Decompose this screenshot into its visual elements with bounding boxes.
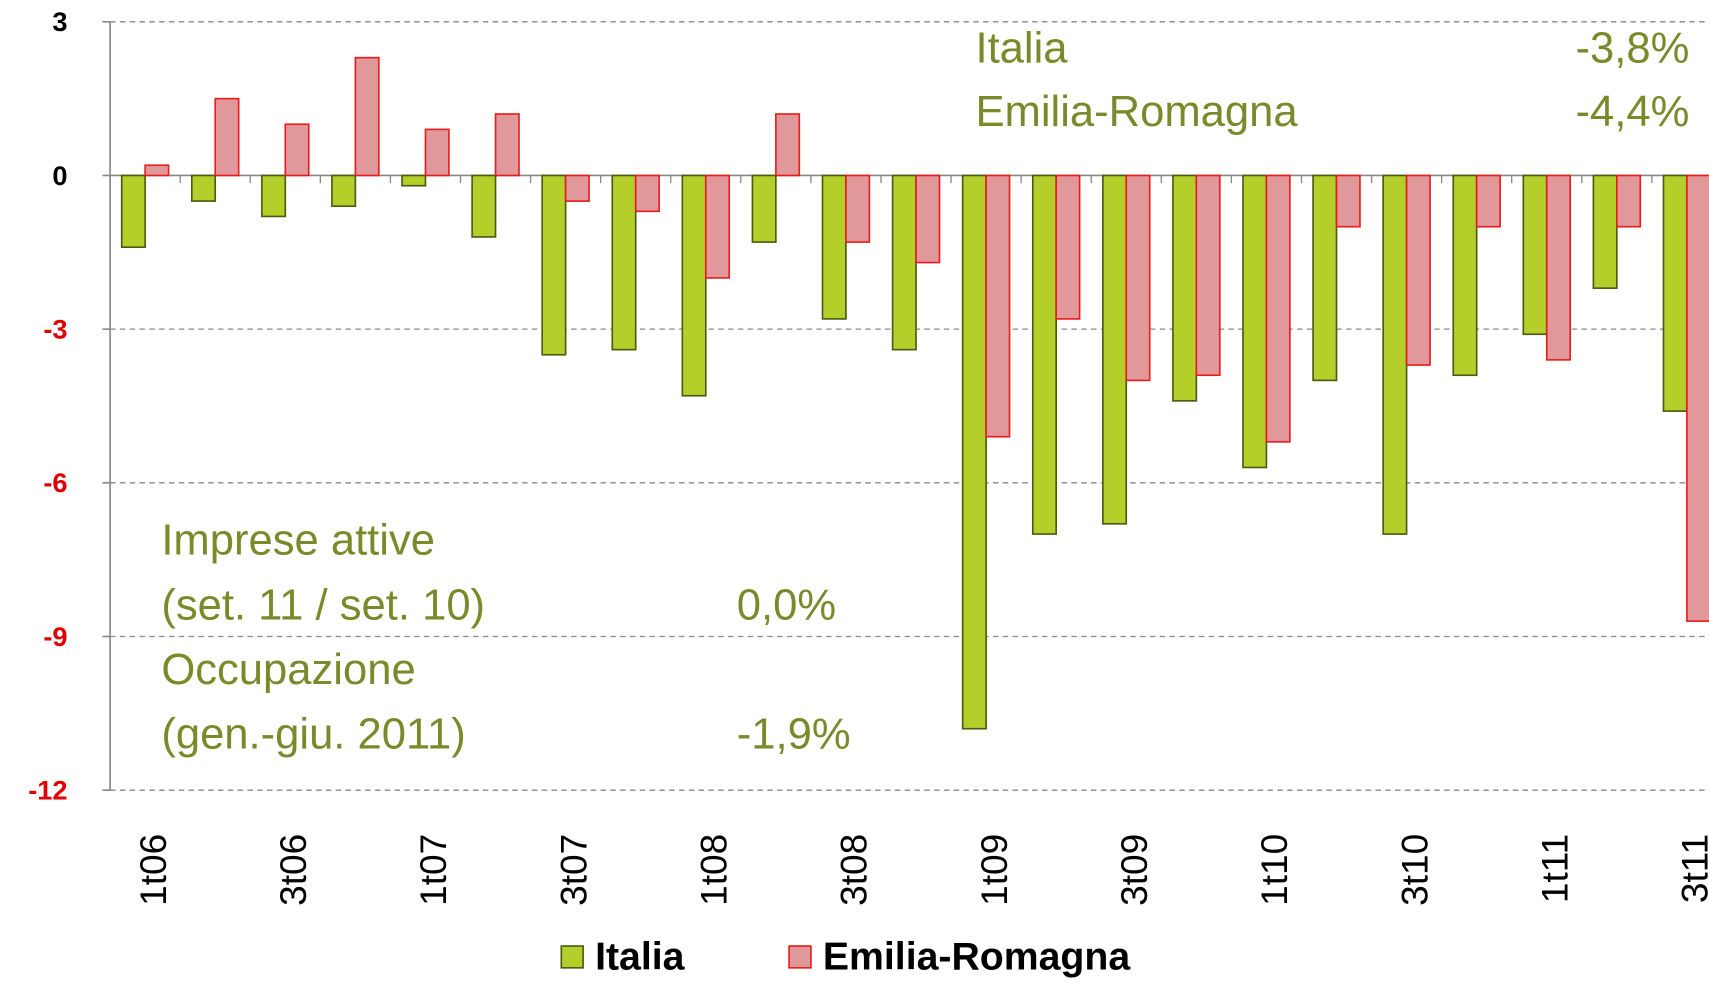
bar	[541, 174, 567, 356]
bar	[1545, 174, 1572, 361]
bar	[1055, 174, 1081, 320]
x-tick-label: 1t10	[1253, 834, 1295, 906]
x-tick-label: 1t09	[973, 834, 1015, 906]
x-tick-label: 3t06	[272, 834, 314, 906]
annotation: Emilia-Romagna	[975, 88, 1298, 136]
annotation: (set. 11 / set. 10)	[161, 582, 485, 630]
annotation: -4,4%	[1576, 88, 1690, 136]
annotation: Occupazione	[161, 646, 415, 694]
x-tick-label: 1t06	[132, 834, 174, 906]
bar	[354, 56, 380, 177]
annotation: Italia	[975, 25, 1068, 73]
bar	[751, 174, 777, 243]
y-tick-label: -9	[43, 621, 67, 652]
y-tick-label: -3	[43, 314, 67, 345]
legend-label: Italia	[595, 934, 686, 978]
legend-swatch	[560, 945, 584, 969]
bar	[494, 113, 520, 177]
bar	[401, 174, 427, 187]
bar	[775, 113, 801, 177]
y-tick-label: -6	[43, 467, 67, 498]
x-tick-label: 3t09	[1113, 834, 1155, 906]
bar	[190, 174, 217, 202]
annotation: -3,8%	[1576, 25, 1690, 73]
bar	[891, 174, 917, 351]
bar	[120, 174, 146, 249]
y-tick-label: 3	[52, 6, 67, 37]
y-tick-label: 0	[52, 160, 67, 191]
bar	[1172, 174, 1198, 402]
bar	[681, 174, 707, 397]
annotation: -1,9%	[737, 710, 851, 758]
bar	[1102, 174, 1128, 525]
bar	[284, 123, 310, 177]
bar	[1405, 174, 1431, 366]
x-tick-label: 3t08	[833, 834, 875, 906]
x-tick-label: 3t07	[552, 834, 594, 906]
bar	[424, 128, 450, 177]
bar	[1475, 174, 1501, 228]
bar	[1382, 174, 1408, 535]
bar	[1452, 174, 1478, 377]
x-tick-label: 1t07	[412, 834, 454, 906]
bar	[634, 174, 660, 213]
bar	[331, 174, 357, 208]
bar	[985, 174, 1011, 438]
bar	[1686, 174, 1709, 622]
bar	[821, 174, 847, 320]
bar	[1312, 174, 1338, 382]
bar	[261, 174, 287, 218]
bar	[1592, 174, 1618, 289]
legend-swatch	[788, 945, 812, 969]
bar	[1242, 174, 1268, 469]
bar	[564, 174, 590, 202]
annotation: Imprese attive	[161, 516, 435, 564]
y-tick-label: -12	[28, 775, 67, 806]
bar	[1335, 174, 1361, 228]
bar	[471, 174, 497, 238]
bar	[1265, 174, 1291, 443]
x-tick-label: 3t10	[1393, 834, 1435, 906]
bar	[144, 164, 170, 177]
x-tick-label: 1t11	[1533, 834, 1575, 903]
bar	[845, 174, 871, 243]
bar	[1616, 174, 1642, 228]
bar	[961, 174, 987, 730]
bar	[1195, 174, 1221, 377]
x-tick-label: 1t08	[692, 834, 734, 906]
bar	[1522, 174, 1548, 336]
x-tick-label: 3t11	[1674, 834, 1709, 903]
annotation: 0,0%	[737, 582, 836, 630]
legend-label: Emilia-Romagna	[823, 934, 1131, 978]
bar	[704, 174, 731, 279]
bar	[915, 174, 941, 264]
bar	[1125, 174, 1151, 382]
bar	[214, 97, 240, 177]
bar	[1031, 174, 1058, 535]
bar	[611, 174, 637, 351]
bar	[1662, 174, 1688, 412]
annotation: (gen.-giu. 2011)	[161, 710, 465, 758]
